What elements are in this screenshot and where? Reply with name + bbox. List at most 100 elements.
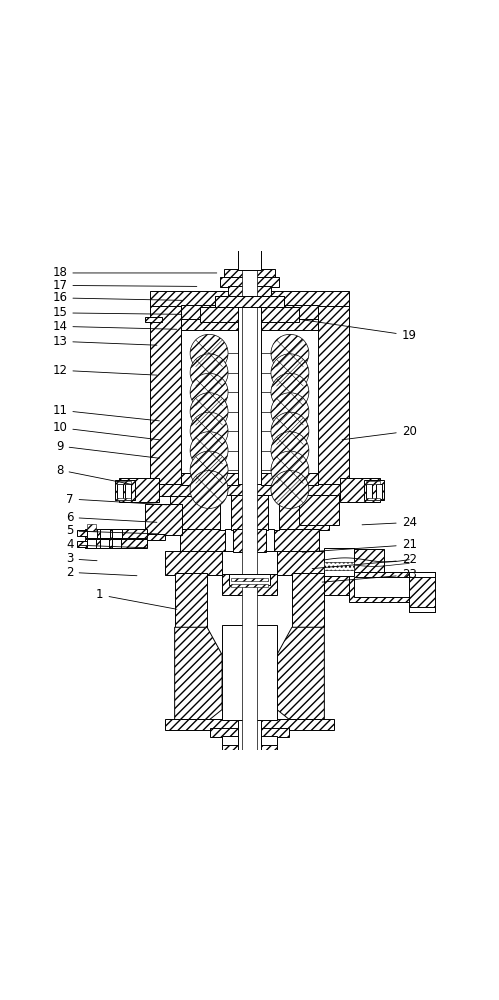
Text: 17: 17 [52, 279, 197, 292]
Polygon shape [366, 481, 380, 484]
Text: 9: 9 [56, 440, 159, 458]
Circle shape [190, 373, 228, 411]
Polygon shape [181, 305, 318, 320]
Polygon shape [150, 484, 349, 490]
Polygon shape [150, 291, 349, 306]
Polygon shape [117, 484, 123, 499]
Polygon shape [170, 495, 329, 530]
Polygon shape [175, 627, 222, 720]
Polygon shape [165, 551, 334, 575]
Polygon shape [100, 539, 109, 548]
Polygon shape [145, 484, 354, 496]
Polygon shape [229, 574, 270, 585]
Polygon shape [277, 627, 324, 720]
Polygon shape [77, 530, 87, 536]
Text: 13: 13 [52, 335, 157, 348]
Polygon shape [200, 307, 238, 322]
Circle shape [190, 412, 228, 450]
Polygon shape [87, 539, 96, 548]
Polygon shape [222, 625, 277, 720]
Polygon shape [222, 744, 277, 750]
Polygon shape [222, 574, 277, 595]
Polygon shape [87, 524, 96, 531]
Polygon shape [112, 539, 121, 548]
Polygon shape [225, 529, 274, 552]
Polygon shape [181, 319, 238, 330]
Polygon shape [242, 250, 257, 750]
Polygon shape [224, 269, 275, 278]
Polygon shape [85, 539, 147, 548]
Circle shape [271, 373, 309, 411]
Polygon shape [324, 549, 384, 595]
Polygon shape [115, 480, 135, 500]
Polygon shape [87, 529, 97, 538]
Polygon shape [117, 481, 131, 484]
Text: 12: 12 [52, 364, 157, 377]
Polygon shape [366, 484, 372, 499]
Circle shape [190, 334, 228, 372]
Polygon shape [261, 473, 318, 485]
Circle shape [190, 471, 228, 508]
Polygon shape [215, 296, 284, 307]
Text: 3: 3 [66, 552, 97, 565]
Polygon shape [220, 277, 279, 287]
Text: 8: 8 [56, 464, 132, 484]
Circle shape [271, 354, 309, 392]
Text: 1: 1 [96, 588, 177, 609]
Circle shape [190, 432, 228, 470]
Polygon shape [238, 720, 261, 750]
Polygon shape [318, 305, 349, 485]
Text: 16: 16 [52, 291, 182, 304]
Polygon shape [340, 478, 380, 502]
Text: 19: 19 [302, 320, 417, 342]
Polygon shape [117, 498, 131, 500]
Polygon shape [324, 562, 354, 570]
Text: 6: 6 [66, 511, 157, 524]
Circle shape [271, 451, 309, 489]
Polygon shape [222, 551, 277, 575]
Polygon shape [112, 529, 122, 538]
Polygon shape [261, 307, 299, 322]
Text: 15: 15 [52, 306, 182, 319]
Circle shape [271, 334, 309, 372]
Polygon shape [85, 529, 147, 538]
Polygon shape [409, 572, 435, 612]
Polygon shape [210, 728, 289, 737]
Polygon shape [180, 529, 319, 552]
Text: 4: 4 [66, 538, 147, 551]
Polygon shape [119, 478, 159, 502]
Polygon shape [261, 319, 318, 330]
Polygon shape [125, 484, 131, 499]
Polygon shape [145, 504, 182, 535]
Text: 11: 11 [52, 404, 159, 421]
Text: 23: 23 [322, 568, 417, 582]
Polygon shape [324, 548, 354, 576]
Text: 21: 21 [302, 538, 417, 552]
Polygon shape [150, 305, 181, 485]
Polygon shape [231, 495, 268, 530]
Polygon shape [228, 286, 271, 297]
Polygon shape [145, 534, 165, 540]
Text: 24: 24 [362, 516, 417, 529]
Polygon shape [238, 305, 261, 485]
Polygon shape [231, 584, 268, 587]
Polygon shape [349, 572, 429, 602]
Polygon shape [145, 317, 162, 322]
Polygon shape [231, 578, 268, 581]
Polygon shape [175, 573, 207, 627]
Text: 14: 14 [52, 320, 177, 333]
Polygon shape [77, 541, 87, 547]
Polygon shape [376, 484, 382, 499]
Text: 7: 7 [66, 493, 167, 506]
Polygon shape [100, 529, 110, 538]
Polygon shape [165, 719, 334, 730]
Circle shape [271, 471, 309, 508]
Text: 18: 18 [52, 266, 217, 279]
Text: 22: 22 [312, 553, 417, 569]
Polygon shape [220, 495, 279, 530]
Circle shape [190, 354, 228, 392]
Text: 10: 10 [52, 421, 159, 440]
Circle shape [271, 432, 309, 470]
Polygon shape [354, 577, 429, 597]
Polygon shape [215, 296, 284, 307]
